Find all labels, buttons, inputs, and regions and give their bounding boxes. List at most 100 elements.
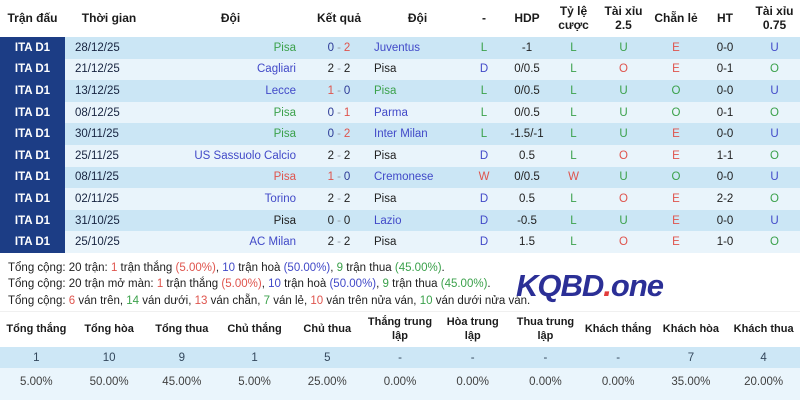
away-score: 0 (343, 171, 351, 184)
even-odd-letter: E (672, 63, 680, 76)
home-score: 0 (327, 128, 335, 141)
odds-result-letter: L (570, 128, 577, 141)
home-team-cell: Pisa (153, 123, 308, 145)
column-header: Đội (220, 10, 241, 25)
away-team-cell: Lazio (370, 210, 465, 232)
home-team-link[interactable]: Pisa (273, 171, 296, 184)
away-team-link[interactable]: Inter Milan (374, 128, 428, 141)
handicap-value: 0.5 (519, 192, 535, 205)
over-under-075-letter: O (770, 236, 779, 249)
over-under-25-letter: O (619, 149, 628, 162)
over-under-25-cell: O (596, 231, 651, 253)
result-letter: D (479, 214, 489, 227)
away-team-cell: Parma (370, 102, 465, 124)
stats-percent-value: 5.00% (20, 376, 53, 388)
away-team-link[interactable]: Pisa (374, 236, 397, 249)
odds-result-letter: L (570, 63, 577, 76)
stats-column-header: Khách thắng (584, 322, 652, 335)
halftime-score: 0-1 (716, 106, 734, 119)
match-row: ITA D1 25/11/25 US Sassuolo Calcio 2-2 Pisa D… (0, 144, 800, 167)
away-team-link[interactable]: Parma (374, 106, 408, 119)
match-date: 25/10/25 (75, 236, 120, 249)
result-letter: L (480, 106, 488, 119)
summary-segment: 10 (419, 294, 433, 307)
score-dash: - (337, 41, 341, 54)
away-team-cell: Inter Milan (370, 123, 465, 145)
summary-line: Tổng cộng: 6 ván trên, 14 ván dưới, 13 v… (8, 293, 800, 310)
home-team-cell: Pisa (153, 37, 308, 59)
summary-segment: 14 (126, 294, 140, 307)
away-team-link[interactable]: Pisa (374, 192, 397, 205)
halftime-score: 0-0 (716, 84, 734, 97)
home-team-link[interactable]: AC Milan (249, 236, 296, 249)
home-team-link[interactable]: US Sassuolo Calcio (194, 149, 296, 162)
stats-percent-value: 20.00% (744, 376, 784, 388)
home-team-link[interactable]: Pisa (273, 106, 296, 119)
match-table-body: ITA D1 28/12/25 Pisa 0-2 Juventus L -1 L U E 0-0 U I… (0, 37, 800, 253)
away-team-link[interactable]: Pisa (374, 84, 397, 97)
even-odd-cell: O (651, 80, 701, 102)
away-team-link[interactable]: Pisa (374, 149, 397, 162)
over-under-25-cell: U (596, 167, 651, 189)
over-under-075-cell: O (749, 231, 800, 253)
summary-segment: trận thua (343, 261, 395, 274)
over-under-075-letter: O (770, 106, 779, 119)
score-dash: - (337, 192, 341, 205)
home-team-link[interactable]: Pisa (273, 214, 296, 227)
halftime-score: 0-1 (716, 63, 734, 76)
over-under-075-cell: U (749, 210, 800, 232)
column-header: HT (717, 10, 733, 25)
home-score: 2 (327, 192, 335, 205)
even-odd-letter: O (671, 171, 681, 184)
over-under-075-cell: U (749, 80, 800, 102)
stats-count-value: - (470, 351, 475, 364)
summary-segment: 9 (336, 261, 344, 274)
odds-result-letter: L (570, 214, 577, 227)
away-team-cell: Pisa (370, 59, 465, 81)
score-cell: 2-2 (308, 231, 370, 253)
over-under-25-cell: U (596, 210, 651, 232)
handicap-value: 0.5 (519, 149, 535, 162)
over-under-075-cell: U (749, 123, 800, 145)
summary-segment: ván dưới, (139, 294, 195, 307)
away-team-link[interactable]: Cremonese (374, 171, 434, 184)
over-under-075-cell: O (749, 59, 800, 81)
home-team-cell: Pisa (153, 167, 308, 189)
summary-segment: 10 (310, 294, 324, 307)
league-badge: ITA D1 (0, 58, 65, 81)
score-dash: - (337, 106, 341, 119)
stats-percents-row: 5.00% 50.00% 45.00% 5.00% 25.00% 0.00% 0.00% 0.… (0, 368, 800, 400)
home-team-link[interactable]: Torino (264, 192, 296, 205)
away-team-link[interactable]: Juventus (374, 41, 421, 54)
match-date: 08/12/25 (75, 106, 120, 119)
odds-result-letter: L (570, 106, 577, 119)
home-score: 2 (327, 149, 335, 162)
home-score: 0 (327, 106, 335, 119)
summary-segment: , (376, 278, 383, 291)
score-cell: 2-2 (308, 59, 370, 81)
column-header: - (482, 10, 486, 25)
column-header: HDP (514, 10, 540, 25)
even-odd-letter: E (672, 41, 680, 54)
away-score: 1 (343, 106, 351, 119)
over-under-25-cell: U (596, 123, 651, 145)
summary-segment: (5.00%) (221, 278, 262, 291)
home-team-link[interactable]: Lecce (265, 84, 296, 97)
over-under-075-cell: O (749, 102, 800, 124)
stats-percent-value: 0.00% (601, 376, 635, 388)
stats-column-header: Thua trung lập (516, 316, 575, 342)
result-letter: D (479, 192, 489, 205)
over-under-075-letter: U (770, 41, 779, 54)
home-team-link[interactable]: Cagliari (257, 63, 296, 76)
home-team-link[interactable]: Pisa (273, 128, 296, 141)
away-team-link[interactable]: Lazio (374, 214, 402, 227)
away-team-link[interactable]: Pisa (374, 63, 397, 76)
score-dash: - (337, 236, 341, 249)
even-odd-letter: E (672, 128, 680, 141)
stats-column-header: Chủ thua (303, 322, 352, 335)
score-cell: 0-0 (308, 210, 370, 232)
over-under-075-letter: U (770, 214, 779, 227)
league-badge: ITA D1 (0, 123, 65, 145)
home-team-link[interactable]: Pisa (273, 41, 296, 54)
summary-segment: trận thua (388, 278, 441, 291)
